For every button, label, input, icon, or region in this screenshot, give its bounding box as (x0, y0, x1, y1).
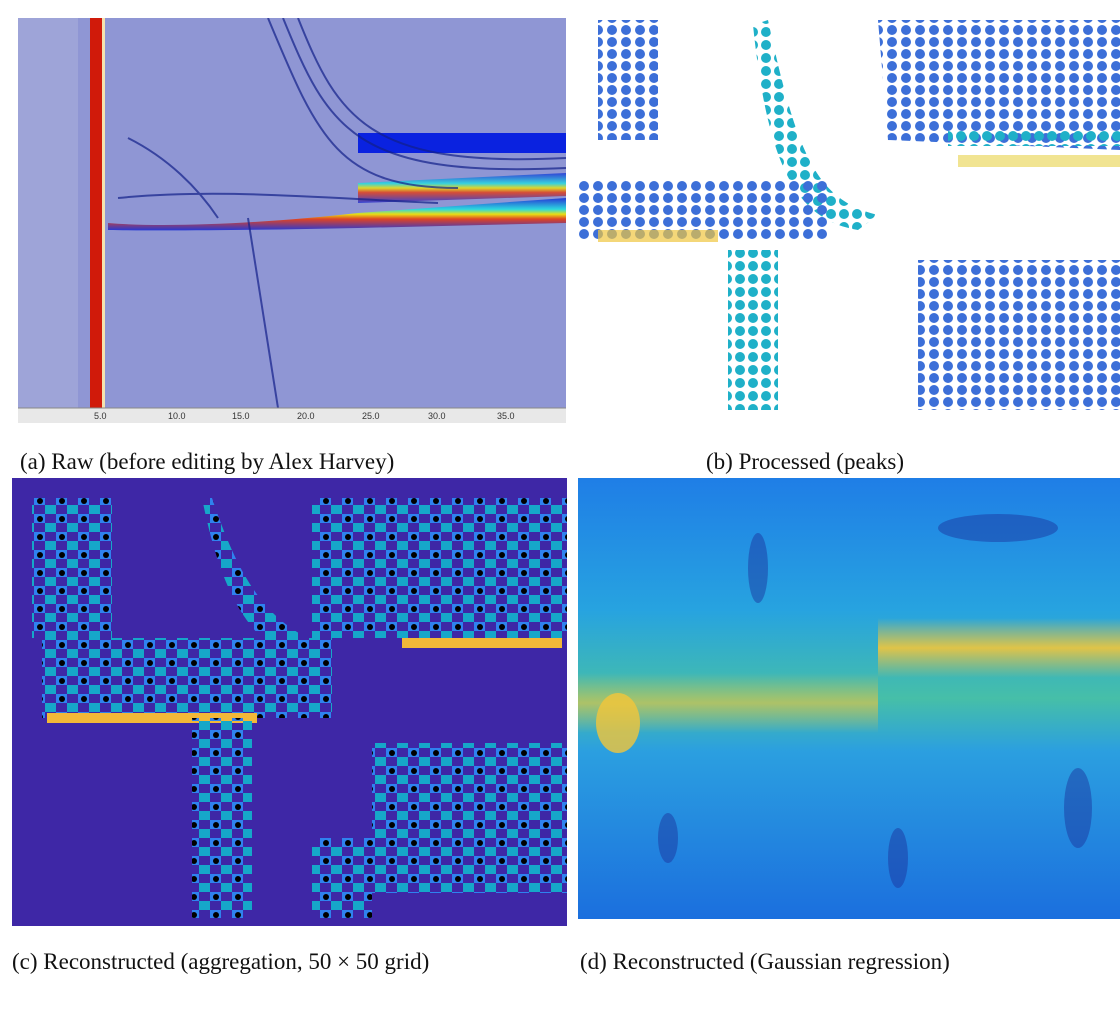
caption: (d) Reconstructed (Gaussian regression) (580, 949, 950, 974)
gaussian-image (578, 478, 1120, 919)
x-tick-label: 20.0 (297, 411, 315, 421)
x-tick-label: 5.0 (94, 411, 107, 421)
x-tick-label: 25.0 (362, 411, 380, 421)
x-tick-label: 30.0 (428, 411, 446, 421)
x-tick-label: 15.0 (232, 411, 250, 421)
raw-image: 5.0 10.0 15.0 20.0 25.0 30.0 35.0 (18, 18, 566, 423)
x-tick-label: 10.0 (168, 411, 186, 421)
aggregation-image (12, 478, 567, 926)
caption: (a) Raw (before editing by Alex Harvey) (20, 449, 395, 474)
peaks-image (578, 20, 1120, 410)
x-tick-label: 35.0 (497, 411, 515, 421)
caption: (b) Processed (peaks) (706, 449, 904, 474)
caption: (c) Reconstructed (aggregation, 50 × 50 … (12, 949, 430, 974)
